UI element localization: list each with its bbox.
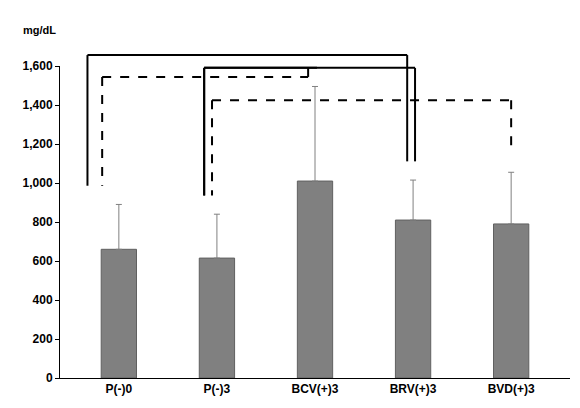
svg-text:600: 600 (33, 254, 53, 268)
svg-text:1,600: 1,600 (23, 59, 53, 73)
svg-text:BRV(+)3: BRV(+)3 (390, 382, 437, 396)
svg-text:0: 0 (46, 371, 53, 385)
svg-text:400: 400 (33, 293, 53, 307)
svg-text:BCV(+)3: BCV(+)3 (291, 382, 338, 396)
svg-text:1,400: 1,400 (23, 98, 53, 112)
svg-text:200: 200 (33, 332, 53, 346)
svg-text:P(-)3: P(-)3 (204, 382, 231, 396)
svg-text:1,000: 1,000 (23, 176, 53, 190)
svg-text:1,200: 1,200 (23, 137, 53, 151)
svg-text:800: 800 (33, 215, 53, 229)
svg-text:mg/dL: mg/dL (23, 24, 56, 36)
svg-text:BVD(+)3: BVD(+)3 (488, 382, 535, 396)
svg-text:P(-)0: P(-)0 (106, 382, 133, 396)
